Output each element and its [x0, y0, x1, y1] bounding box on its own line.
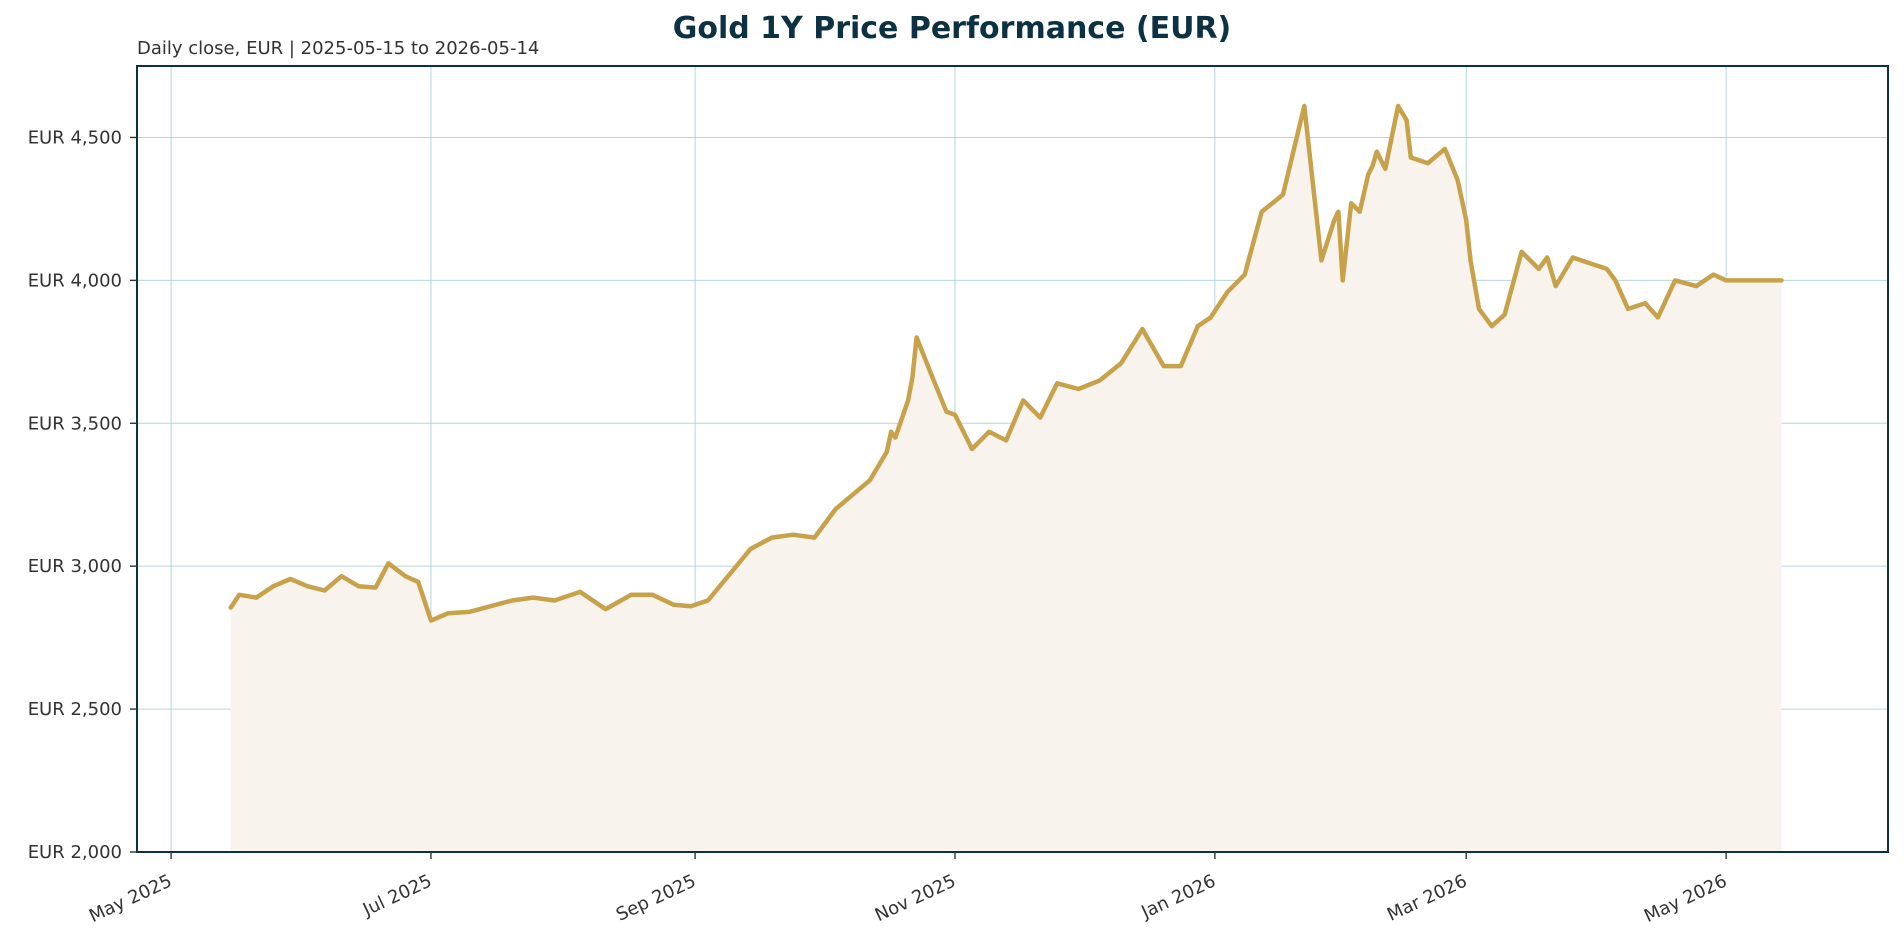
y-tick-label: EUR 2,500 — [28, 699, 122, 720]
y-tick-label: EUR 3,500 — [28, 413, 122, 434]
plot-frame — [136, 65, 1889, 853]
plot-area: EUR 2,000 EUR 2,500 EUR 3,000 EUR 3,500 EUR … — [28, 65, 1889, 927]
x-tick-label: May 2025 — [86, 871, 175, 928]
chart-subtitle: Daily close, EUR | 2025-05-15 to 2026-05… — [137, 38, 539, 59]
y-tick-label: EUR 4,000 — [28, 270, 122, 291]
y-tick-label: EUR 3,000 — [28, 556, 122, 577]
y-tick-label: EUR 4,500 — [28, 127, 122, 148]
price-area-fill — [230, 106, 1782, 852]
x-axis: May 2025 Jul 2025 Sep 2025 Nov 2025 Jan 2026… — [86, 852, 1730, 927]
price-line — [228, 103, 1784, 623]
x-tick-label: May 2026 — [1641, 871, 1730, 928]
x-tick-label: Mar 2026 — [1384, 871, 1470, 926]
x-tick-label: Nov 2025 — [872, 871, 959, 927]
chart-title: Gold 1Y Price Performance (EUR) — [673, 11, 1232, 46]
x-tick-label: Jan 2026 — [1137, 871, 1219, 924]
x-tick-label: Sep 2025 — [613, 871, 699, 926]
y-tick-label: EUR 2,000 — [28, 842, 122, 863]
y-axis: EUR 2,000 EUR 2,500 EUR 3,000 EUR 3,500 EUR … — [28, 127, 137, 863]
x-tick-label: Jul 2025 — [359, 871, 435, 921]
